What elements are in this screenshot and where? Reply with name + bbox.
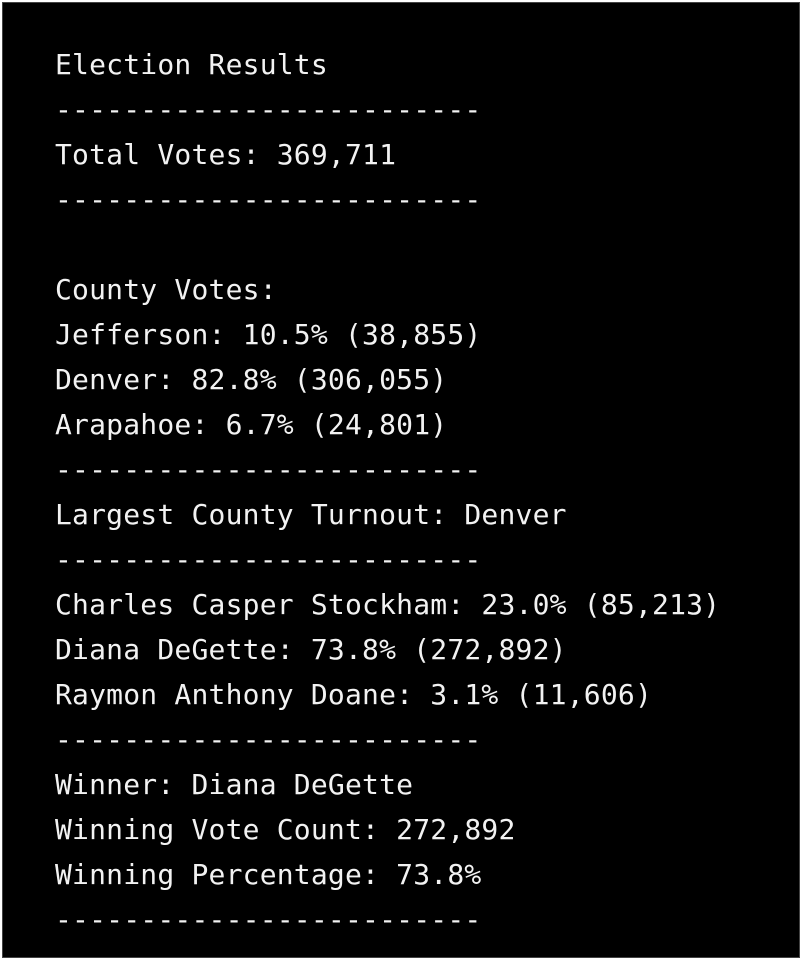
candidate-line-stockham: Charles Casper Stockham: 23.0% (85,213): [55, 588, 721, 621]
winning-percentage: Winning Percentage: 73.8%: [55, 858, 482, 891]
divider: -------------------------: [55, 723, 482, 756]
divider: -------------------------: [55, 453, 482, 486]
divider: -------------------------: [55, 93, 482, 126]
total-votes: Total Votes: 369,711: [55, 138, 397, 171]
candidate-line-degette: Diana DeGette: 73.8% (272,892): [55, 633, 567, 666]
candidate-line-doane: Raymon Anthony Doane: 3.1% (11,606): [55, 678, 653, 711]
largest-county-turnout: Largest County Turnout: Denver: [55, 498, 567, 531]
county-line-arapahoe: Arapahoe: 6.7% (24,801): [55, 408, 448, 441]
county-line-denver: Denver: 82.8% (306,055): [55, 363, 448, 396]
winning-vote-count: Winning Vote Count: 272,892: [55, 813, 516, 846]
winner-line: Winner: Diana DeGette: [55, 768, 414, 801]
county-votes-header: County Votes:: [55, 273, 277, 306]
divider: -------------------------: [55, 183, 482, 216]
report-title: Election Results: [55, 48, 328, 81]
county-line-jefferson: Jefferson: 10.5% (38,855): [55, 318, 482, 351]
divider: -------------------------: [55, 903, 482, 936]
divider: -------------------------: [55, 543, 482, 576]
